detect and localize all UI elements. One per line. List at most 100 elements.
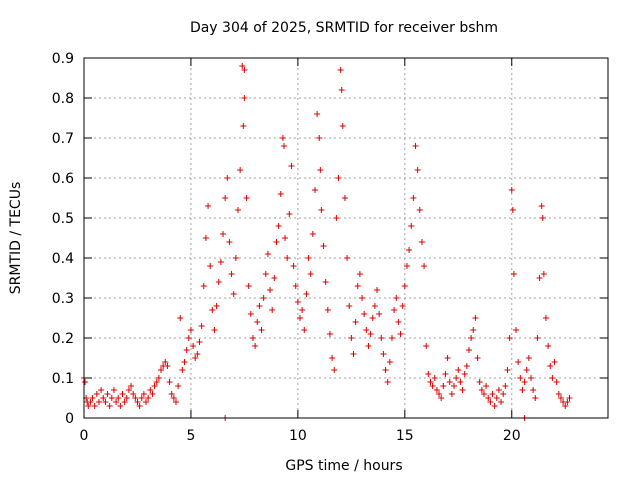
data-point bbox=[401, 283, 408, 289]
data-point bbox=[562, 403, 569, 409]
data-point bbox=[288, 163, 295, 169]
data-point bbox=[164, 363, 171, 369]
data-point bbox=[519, 387, 526, 393]
data-point bbox=[175, 383, 182, 389]
data-point bbox=[279, 135, 286, 141]
data-point bbox=[350, 351, 357, 357]
y-tick-label: 0.1 bbox=[52, 371, 74, 387]
y-tick-label: 0 bbox=[65, 411, 74, 427]
data-point bbox=[493, 395, 500, 401]
data-point bbox=[311, 187, 318, 193]
data-point bbox=[440, 383, 447, 389]
data-point bbox=[540, 271, 547, 277]
data-point bbox=[331, 367, 338, 373]
data-point bbox=[282, 235, 289, 241]
data-point bbox=[237, 167, 244, 173]
data-point bbox=[245, 283, 252, 289]
data-point bbox=[194, 351, 201, 357]
data-point bbox=[472, 315, 479, 321]
data-point bbox=[356, 271, 363, 277]
data-point bbox=[369, 315, 376, 321]
data-point bbox=[297, 315, 304, 321]
data-point bbox=[513, 327, 520, 333]
data-point bbox=[498, 399, 505, 405]
data-point bbox=[170, 395, 177, 401]
data-point bbox=[157, 367, 164, 373]
data-point bbox=[354, 283, 361, 289]
data-point bbox=[495, 387, 502, 393]
data-point bbox=[335, 175, 342, 181]
data-point bbox=[474, 355, 481, 361]
data-point bbox=[140, 391, 147, 397]
data-point bbox=[427, 379, 434, 385]
x-axis-label: GPS time / hours bbox=[285, 458, 402, 474]
data-point bbox=[337, 67, 344, 73]
data-point bbox=[104, 391, 111, 397]
data-point bbox=[418, 239, 425, 245]
data-point bbox=[267, 287, 274, 293]
data-point bbox=[181, 359, 188, 365]
data-point bbox=[102, 399, 109, 405]
data-point bbox=[509, 207, 516, 213]
data-point bbox=[132, 395, 139, 401]
data-point bbox=[393, 295, 400, 301]
y-tick-label: 0.9 bbox=[52, 51, 74, 67]
data-point bbox=[542, 315, 549, 321]
data-point bbox=[410, 195, 417, 201]
data-point bbox=[523, 367, 530, 373]
data-point bbox=[209, 307, 216, 313]
y-tick-label: 0.5 bbox=[52, 211, 74, 227]
data-point bbox=[136, 403, 143, 409]
data-point bbox=[446, 379, 453, 385]
data-point bbox=[530, 387, 537, 393]
data-point bbox=[388, 335, 395, 341]
data-point bbox=[254, 319, 261, 325]
x-tick-label: 20 bbox=[503, 428, 521, 444]
data-point bbox=[363, 327, 370, 333]
data-point bbox=[149, 391, 156, 397]
data-point bbox=[384, 379, 391, 385]
data-point bbox=[190, 343, 197, 349]
data-point bbox=[147, 387, 154, 393]
data-point bbox=[134, 399, 141, 405]
data-point bbox=[344, 255, 351, 261]
data-point bbox=[504, 367, 511, 373]
data-point bbox=[539, 215, 546, 221]
data-point bbox=[91, 403, 98, 409]
data-point bbox=[183, 347, 190, 353]
data-point bbox=[260, 295, 267, 301]
data-point bbox=[275, 223, 282, 229]
data-point bbox=[273, 239, 280, 245]
data-point bbox=[230, 291, 237, 297]
data-point bbox=[532, 395, 539, 401]
x-tick-label: 10 bbox=[289, 428, 307, 444]
data-point bbox=[123, 395, 130, 401]
data-point bbox=[423, 343, 430, 349]
data-points-layer bbox=[81, 63, 573, 421]
data-point bbox=[483, 383, 490, 389]
data-point bbox=[408, 223, 415, 229]
data-point bbox=[145, 395, 152, 401]
data-point bbox=[168, 391, 175, 397]
data-point bbox=[380, 351, 387, 357]
data-point bbox=[95, 399, 102, 405]
data-point bbox=[284, 255, 291, 261]
data-point bbox=[108, 395, 115, 401]
data-point bbox=[517, 375, 524, 381]
data-point bbox=[301, 327, 308, 333]
x-tick-label: 0 bbox=[80, 428, 89, 444]
data-point bbox=[448, 391, 455, 397]
data-point bbox=[192, 355, 199, 361]
data-point bbox=[98, 387, 105, 393]
data-point bbox=[457, 379, 464, 385]
data-point bbox=[110, 387, 117, 393]
data-point bbox=[376, 311, 383, 317]
data-point bbox=[412, 143, 419, 149]
data-point bbox=[536, 275, 543, 281]
data-point bbox=[309, 231, 316, 237]
y-tick-label: 0.2 bbox=[52, 331, 74, 347]
y-axis-label: SRMTID / TECUs bbox=[8, 182, 24, 295]
data-point bbox=[177, 315, 184, 321]
data-point bbox=[465, 347, 472, 353]
data-point bbox=[480, 391, 487, 397]
